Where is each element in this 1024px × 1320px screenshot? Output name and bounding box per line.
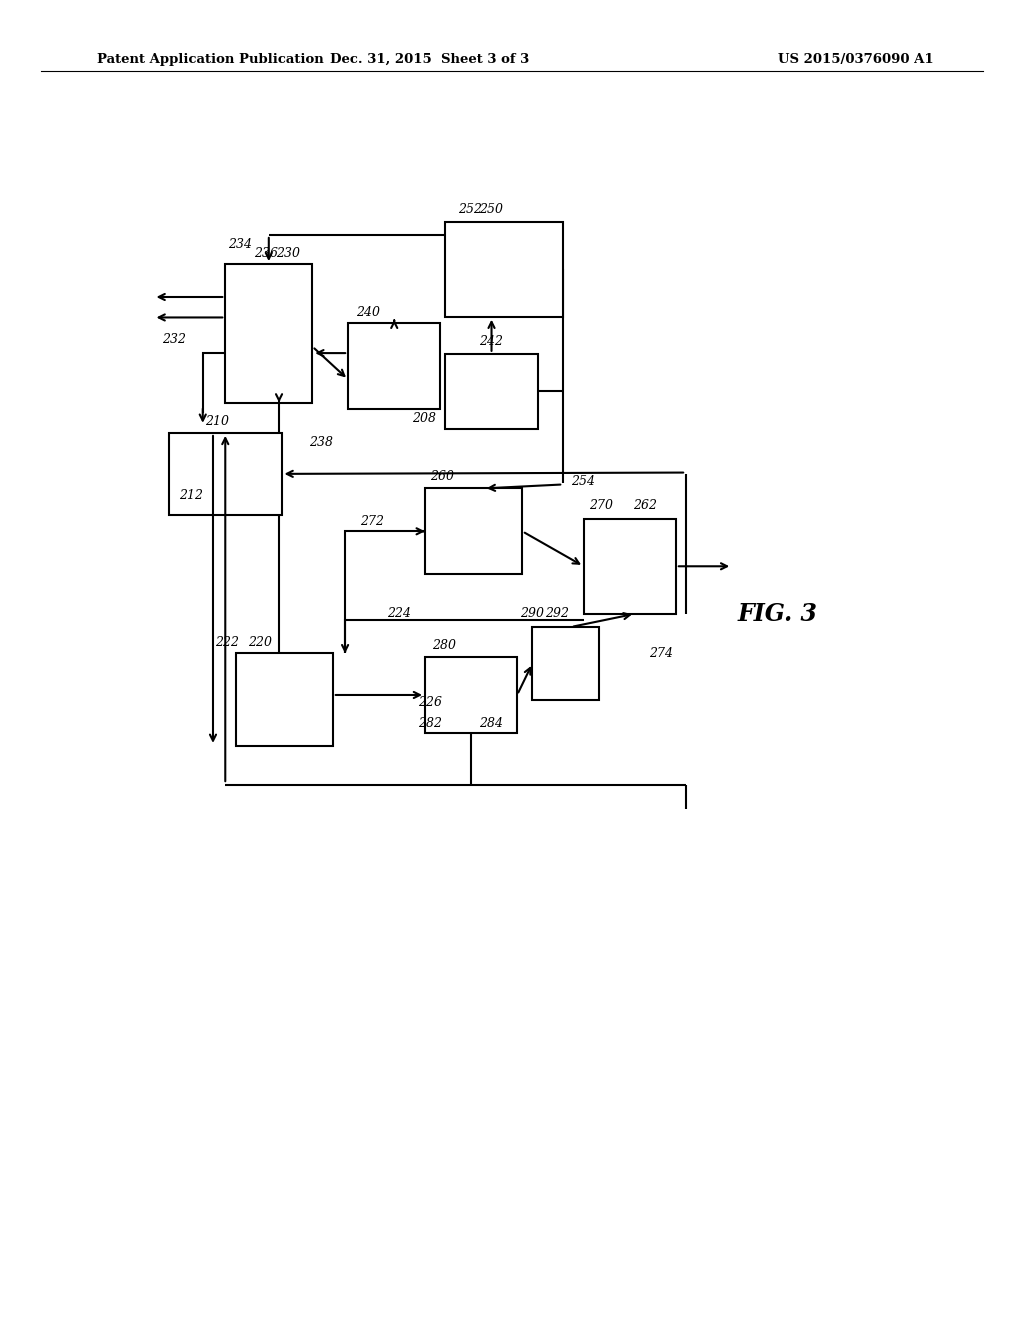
Text: 290: 290	[520, 607, 544, 620]
Text: 284: 284	[479, 717, 503, 730]
Text: 230: 230	[276, 247, 300, 260]
Text: 272: 272	[360, 515, 384, 528]
Text: FIG. 3: FIG. 3	[737, 602, 817, 626]
Text: 236: 236	[254, 247, 278, 260]
Bar	[425, 657, 517, 733]
Text: 282: 282	[418, 717, 441, 730]
Text: 262: 262	[633, 499, 656, 512]
Text: 250: 250	[479, 203, 503, 216]
Bar	[584, 519, 676, 614]
Text: Dec. 31, 2015  Sheet 3 of 3: Dec. 31, 2015 Sheet 3 of 3	[331, 53, 529, 66]
Bar	[425, 488, 522, 574]
Bar	[236, 653, 333, 746]
Text: 222: 222	[215, 636, 239, 649]
Bar	[532, 627, 599, 700]
Text: 232: 232	[162, 333, 185, 346]
Text: 226: 226	[418, 696, 441, 709]
Bar	[225, 264, 312, 403]
Bar	[169, 433, 282, 515]
Text: 234: 234	[228, 238, 252, 251]
Text: 210: 210	[205, 414, 228, 428]
Text: 238: 238	[309, 436, 333, 449]
Bar	[348, 323, 440, 409]
Text: 224: 224	[387, 607, 411, 620]
Text: 254: 254	[571, 475, 595, 488]
Text: 252: 252	[458, 203, 481, 216]
Text: 208: 208	[412, 412, 435, 425]
Bar	[445, 222, 563, 317]
Text: 212: 212	[179, 488, 203, 502]
Text: 240: 240	[356, 306, 380, 319]
Text: 274: 274	[649, 647, 673, 660]
Text: 270: 270	[589, 499, 612, 512]
Text: 280: 280	[432, 639, 456, 652]
Text: 260: 260	[430, 470, 454, 483]
Text: 242: 242	[479, 335, 503, 348]
Bar	[445, 354, 538, 429]
Text: 220: 220	[248, 636, 271, 649]
Text: US 2015/0376090 A1: US 2015/0376090 A1	[778, 53, 934, 66]
Text: 292: 292	[545, 607, 568, 620]
Text: Patent Application Publication: Patent Application Publication	[97, 53, 324, 66]
